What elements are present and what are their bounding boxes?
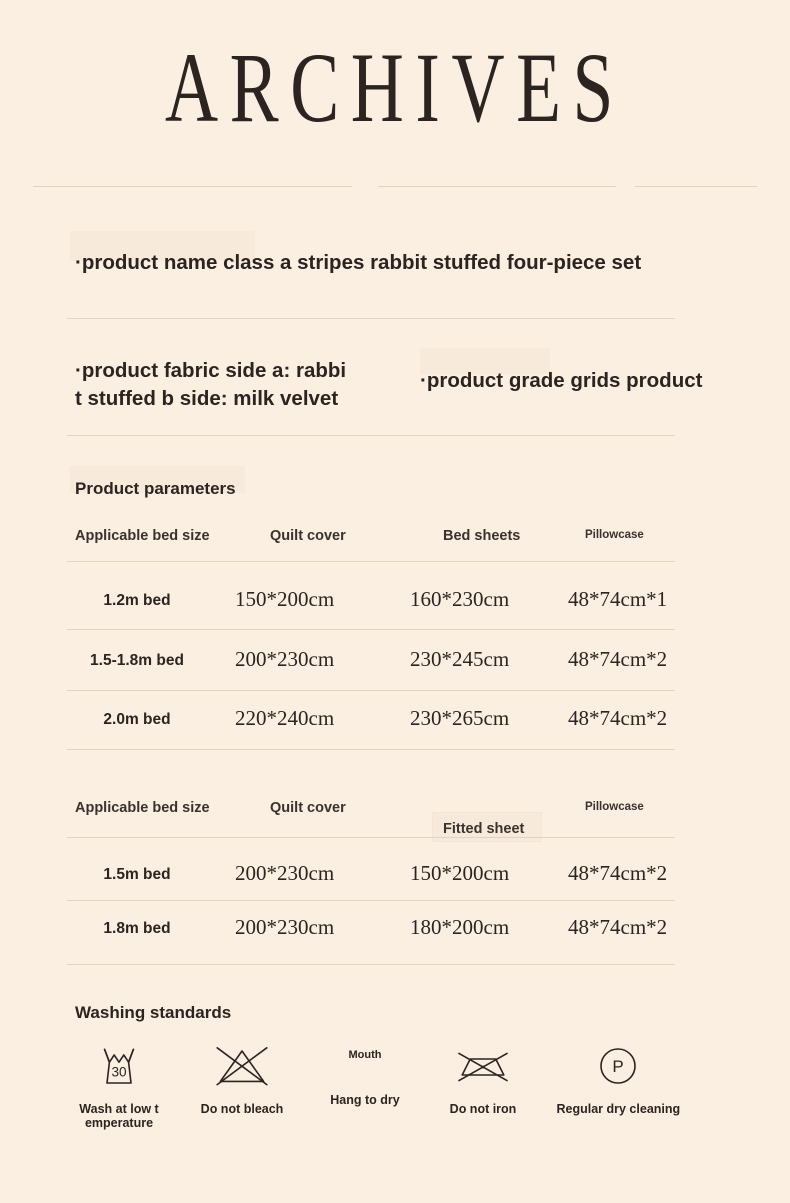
- svg-text:P: P: [612, 1057, 623, 1076]
- svg-text:30: 30: [111, 1065, 127, 1080]
